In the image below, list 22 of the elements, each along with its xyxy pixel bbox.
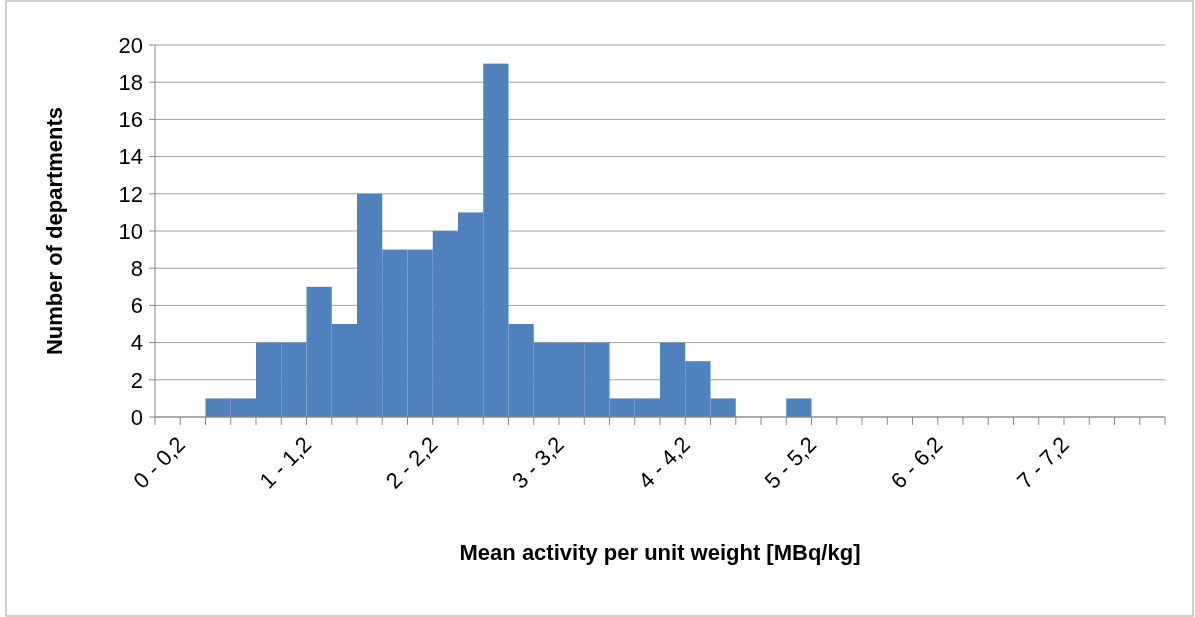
x-tick-label: 7 - 7,2 [1012, 431, 1074, 494]
x-tick-label: 3 - 3,2 [507, 431, 569, 494]
x-tick-label: 0 - 0,2 [128, 431, 191, 494]
x-tick-label: 4 - 4,2 [633, 431, 696, 494]
y-tick-label: 16 [118, 107, 143, 133]
y-tick-label: 8 [130, 255, 143, 281]
y-tick-label: 20 [118, 32, 143, 58]
y-tick-label: 10 [118, 218, 143, 244]
y-tick-label: 12 [118, 181, 143, 207]
x-tick-label: 5 - 5,2 [759, 431, 822, 494]
y-tick-label: 18 [118, 69, 143, 95]
x-tick-label: 2 - 2,2 [380, 431, 443, 494]
y-tick-label: 4 [130, 330, 143, 356]
y-tick-label: 0 [130, 404, 143, 430]
x-tick-label: 1 - 1,2 [254, 431, 317, 494]
y-tick-label: 2 [130, 367, 143, 393]
x-tick-label: 6 - 6,2 [885, 431, 948, 494]
y-tick-label: 6 [130, 293, 143, 319]
bar [786, 398, 812, 417]
x-axis-title: Mean activity per unit weight [MBq/kg] [459, 540, 861, 565]
y-axis-title: Number of departments [42, 106, 67, 356]
y-tick-label: 14 [118, 144, 143, 170]
